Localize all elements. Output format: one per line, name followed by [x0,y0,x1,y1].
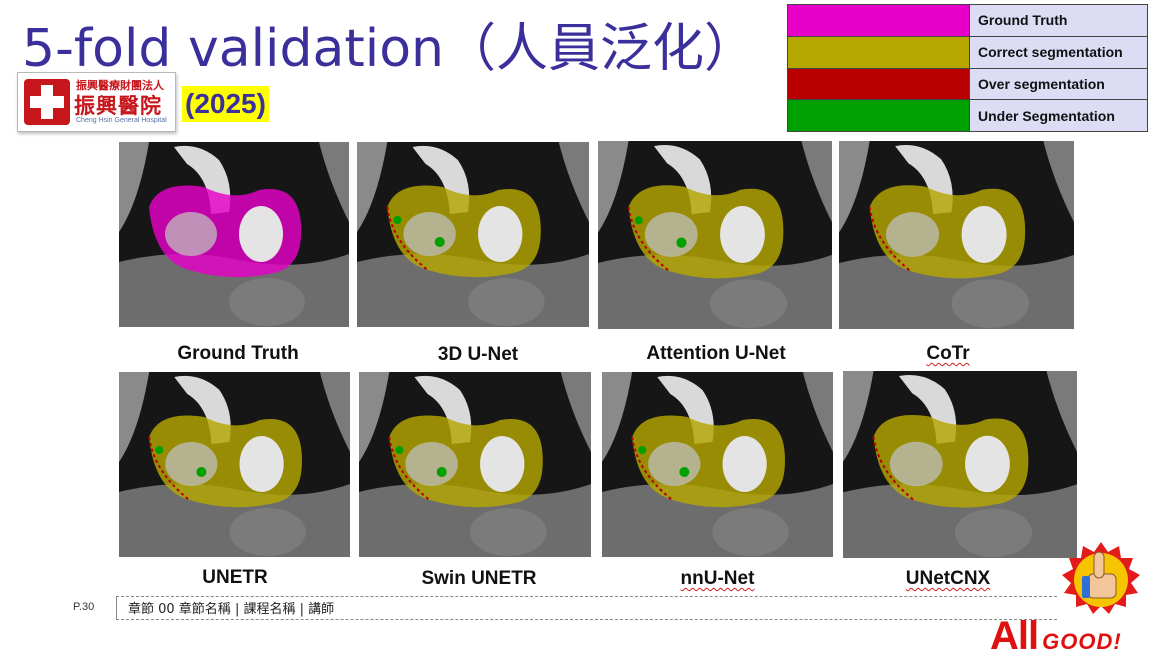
under-segmentation-mark [634,216,643,225]
under-segmentation-mark [434,237,445,247]
panel-caption: UNetCNX [905,568,991,589]
hospital-logo: 振興醫療財團法人 振興醫院 Cheng Hsin General Hospita… [17,72,176,132]
panel-caption: Ground Truth [177,343,299,364]
ventricle-cavity [961,206,1007,263]
legend-row: Under Segmentation [787,99,1148,132]
ct-image-panel [359,372,591,557]
ventricle-cavity [239,206,283,262]
all-text: All [990,614,1039,658]
over-segmentation-mark [388,436,431,501]
legend-label: Ground Truth [969,4,1148,37]
under-segmentation-mark [393,216,402,224]
over-segmentation-mark [631,436,673,501]
atrium-region [886,212,940,257]
all-good-text: All GOOD! [990,614,1122,659]
under-segmentation-mark [155,446,164,454]
ct-slice [119,142,349,327]
footer-divider [116,596,1057,620]
ct-image-panel [119,372,350,557]
page-number: P.30 [73,601,95,613]
under-segmentation-mark [679,467,690,477]
under-segmentation-mark [395,446,404,454]
legend-row: Ground Truth [787,4,1148,37]
over-segmentation-mark [868,206,912,272]
panel-caption: Swin UNETR [421,568,537,589]
good-text: GOOD! [1042,629,1122,654]
panel-caption: 3D U-Net [437,344,519,365]
ct-image-panel [839,141,1074,329]
ct-slice [357,142,589,327]
ct-image-panel [357,142,589,327]
ventricle-cavity [965,435,1010,493]
over-segmentation-mark [872,436,915,502]
thumbs-up-badge-icon [1062,542,1140,614]
atrium-region [889,441,943,487]
legend-label: Under Segmentation [969,99,1148,132]
atrium-region [648,442,701,486]
ct-image-panel [119,142,349,327]
panel-caption: UNETR [202,567,268,588]
under-segmentation-mark [676,237,687,248]
over-segmentation-mark [627,206,670,272]
ct-slice [119,372,350,557]
ct-image-panel [598,141,832,329]
atrium-region [644,212,698,257]
under-segmentation-mark [638,446,647,454]
footer-text: 章節 00 章節名稱 | 課程名稱 | 講師 [128,602,335,617]
legend-swatch [787,67,970,101]
legend-label: Over segmentation [969,67,1148,101]
panel-caption: CoTr [926,343,970,364]
legend-row: Over segmentation [787,67,1148,101]
panel-caption: nnU-Net [680,568,755,589]
ct-slice [602,372,833,557]
legend-swatch [787,99,970,132]
ct-slice [359,372,591,557]
cross-icon [24,79,70,125]
panel-caption: Attention U-Net [646,343,786,364]
atrium-region [165,442,218,486]
ventricle-cavity [722,436,767,492]
legend-row: Correct segmentation [787,35,1148,69]
page-title: 5-fold validation（人員泛化） [22,19,756,79]
atrium-region [403,212,456,256]
ventricle-cavity [478,206,523,262]
ct-image-panel [843,371,1077,558]
ventricle-cavity [720,206,765,263]
ct-image-panel [602,372,833,557]
ventricle-cavity [480,436,525,492]
legend-swatch [787,35,970,69]
logo-name-text: 振興醫院 [74,94,162,118]
ventricle-cavity [239,436,284,492]
legend-swatch [787,4,970,37]
legend-table: Ground Truth Correct segmentation Over s… [787,4,1148,132]
atrium-region [165,212,217,256]
under-segmentation-mark [436,467,447,477]
ct-slice [839,141,1074,329]
over-segmentation-mark [386,206,429,271]
logo-english-text: Cheng Hsin General Hospital [76,117,167,124]
year-badge: (2025) [182,86,269,122]
ct-slice [598,141,832,329]
logo-org-text: 振興醫療財團法人 [76,79,164,92]
over-segmentation-mark [148,436,190,501]
atrium-region [405,442,458,486]
under-segmentation-mark [196,467,207,477]
legend-label: Correct segmentation [969,35,1148,69]
ct-slice [843,371,1077,558]
